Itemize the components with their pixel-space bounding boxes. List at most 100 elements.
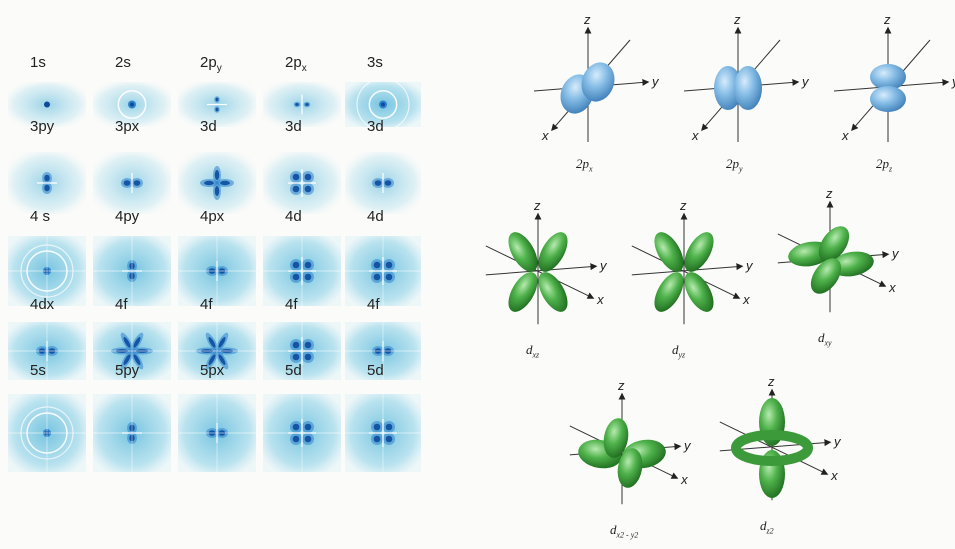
y-axis-label: y [651,74,660,89]
density-tile [345,394,421,472]
orbital-label: 3d [367,118,384,135]
orbital-label: 5d [285,362,302,379]
orbital-shape-label: 2px [576,156,593,174]
orbital-lobe [684,232,714,272]
orbital-shape-label: 2pz [876,156,892,174]
orbital-label-main: 4d [285,208,302,225]
orbital-shape-label: dyz [672,342,685,360]
orbital-label: 3px [115,118,139,135]
density-tile [178,236,256,306]
y-axis-label: y [891,246,900,261]
orbital-label-main: 4px [200,208,225,225]
orbital-shape-label-main: d [818,330,825,345]
orbital-label-main: 4f [115,296,128,313]
y-axis-label: y [833,434,842,449]
orbital-label-main: 4f [285,296,298,313]
orbital-label: 4f [367,296,380,313]
orbital-label: 4f [115,296,128,313]
orbital-shape-label: dxy [818,330,832,348]
density-tile [263,394,341,472]
density-tile [178,82,256,127]
orbital-label-main: 2s [115,54,131,71]
d-orbital-x2y2 [578,418,666,488]
orbital-label: 5py [115,362,139,379]
orbital-lobe [654,272,684,312]
density-tile [93,152,171,214]
density-tile [8,152,86,214]
orbital-shape-label: dxz [526,342,539,360]
p-orbital-x [560,62,615,114]
y-axis-label: y [801,74,810,89]
orbital-lobe [654,232,684,272]
orbital-label-main: 5d [285,362,302,379]
orbital-label-subscript: y [216,63,222,74]
density-plot-grid: 1s 2s 2py 2px 3s 3py 3px 3d 3d 3d 4 s 4py 4px 4d 4d 4dx… [0,0,470,544]
x-axis-label: x [596,292,604,307]
orbital-label-main: 3s [367,54,383,71]
orbital-lobe [684,272,714,312]
density-tile [263,236,341,306]
p-orbital-z [870,64,906,112]
orbital-shapes-panel: zyxzyxzyxzyxzyxzyxzyxzyx 2px2py2pzdxzdyz… [470,0,955,544]
x-axis-label: x [541,128,549,143]
density-tile [8,82,86,127]
orbital-lobe [870,64,906,90]
orbital-shape-label: dx2 - y2 [610,522,638,540]
orbital-lobe [538,232,568,272]
orbital-shape-label-subscript: y [739,164,743,174]
orbital-shape-label: dz2 [760,518,774,536]
orbital-label: 4px [200,208,224,225]
orbital-label: 4d [285,208,302,225]
orbital-shape-label: 2py [726,156,743,174]
z-axis-label: z [733,12,741,27]
p-orbital-y [714,66,762,110]
orbital-label: 4dx [30,296,54,313]
orbital-label-main: 3d [200,118,217,135]
orbital-lobe [508,232,538,272]
orbital-shape-label-subscript: xz [532,350,540,360]
orbital-shape-label-main: d [760,518,767,533]
orbital-label: 3d [285,118,302,135]
x-axis-label: x [830,468,838,483]
x-axis-label: x [680,472,688,487]
orbital-shape-label-subscript: x [589,164,593,174]
orbital-label-main: 3d [285,118,302,135]
y-axis-label: y [951,74,955,89]
orbital-lobe [714,66,742,110]
orbital-label: 4py [115,208,139,225]
orbital-label-main: 4f [367,296,380,313]
orbital-label: 4f [285,296,298,313]
density-tile [345,236,421,306]
orbital-shape-label-main: 2p [726,156,739,171]
d-orbital-yz [654,232,714,312]
orbital-shape-label-main: d [672,342,679,357]
density-tile [263,152,341,214]
orbital-label: 3d [200,118,217,135]
axis-triad: z y x [485,198,608,325]
density-tile [93,82,171,127]
density-tile [345,152,421,214]
orbital-label: 4f [200,296,213,313]
orbital-label-main: 4dx [30,296,55,313]
orbital-label: 5d [367,362,384,379]
density-tile [8,322,86,380]
orbital-lobe [508,272,538,312]
orbital-label-main: 5px [200,362,225,379]
density-tile [93,322,171,380]
orbital-label-main: 5py [115,362,140,379]
orbital-lobe [830,251,874,277]
orbital-lobe [617,448,643,488]
orbital-label-main: 1s [30,54,46,71]
d-orbital-xz [508,232,568,312]
orbital-label-main: 2p [285,54,302,71]
orbital-label: 2px [285,54,307,74]
x-axis-label: x [841,128,849,143]
density-tile [8,394,86,472]
orbital-label-main: 4 s [30,208,51,225]
orbital-label: 5s [30,362,46,379]
orbital-lobe [581,62,615,102]
orbital-shapes-svg: zyxzyxzyxzyxzyxzyxzyxzyx [485,12,955,505]
density-tile [178,394,256,472]
orbital-label: 5px [200,362,224,379]
orbital-shape-label-subscript: xy [824,338,832,348]
